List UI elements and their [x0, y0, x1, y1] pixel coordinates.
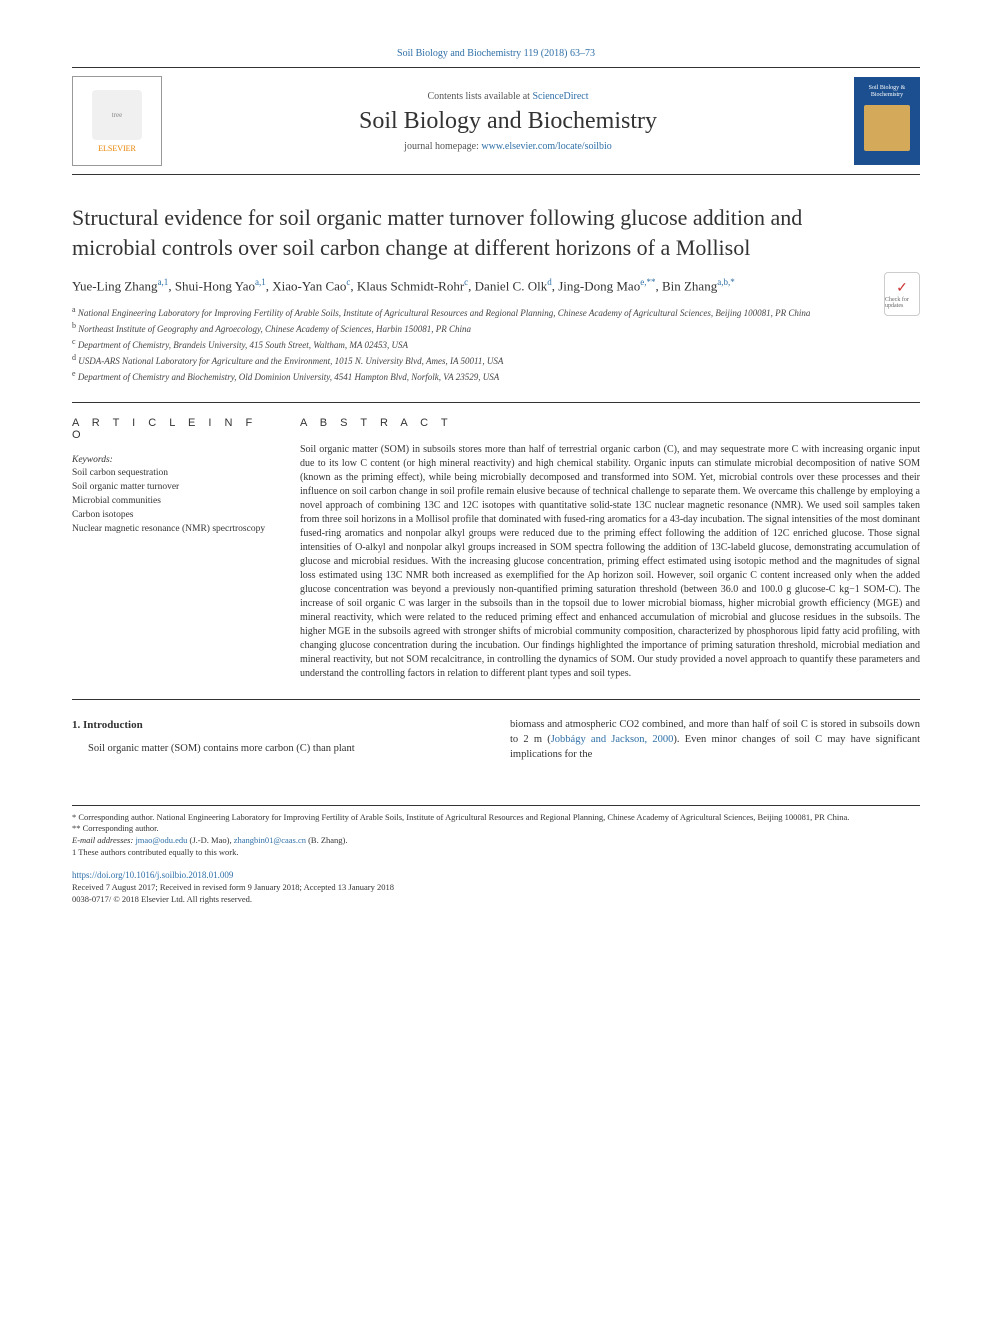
- header-center: Contents lists available at ScienceDirec…: [174, 91, 842, 152]
- equal-contrib: 1 These authors contributed equally to t…: [72, 847, 920, 859]
- keywords-list: Soil carbon sequestrationSoil organic ma…: [72, 467, 272, 536]
- article-info-heading: A R T I C L E I N F O: [72, 417, 272, 441]
- email-1-link[interactable]: jmao@odu.edu: [135, 835, 187, 845]
- email-1-person: (J.-D. Mao),: [187, 835, 233, 845]
- abstract-col: A B S T R A C T Soil organic matter (SOM…: [300, 417, 920, 681]
- body-col-right: biomass and atmospheric CO2 combined, an…: [510, 718, 920, 762]
- corresponding-1: * Corresponding author. National Enginee…: [72, 812, 920, 824]
- keywords-label: Keywords:: [72, 455, 272, 465]
- elsevier-logo: tree ELSEVIER: [72, 76, 162, 166]
- elsevier-tree-icon: tree: [92, 90, 142, 140]
- affiliations: a National Engineering Laboratory for Im…: [72, 304, 920, 384]
- homepage-line: journal homepage: www.elsevier.com/locat…: [174, 141, 842, 152]
- body-para-1: Soil organic matter (SOM) contains more …: [72, 742, 482, 757]
- citation-link[interactable]: Jobbágy and Jackson, 2000: [551, 734, 674, 745]
- check-updates-label: Check for updates: [885, 297, 919, 309]
- section-number: 1.: [72, 719, 80, 731]
- homepage-link[interactable]: www.elsevier.com/locate/soilbio: [481, 141, 611, 152]
- info-abstract-row: A R T I C L E I N F O Keywords: Soil car…: [72, 402, 920, 700]
- copyright-line: 0038-0717/ © 2018 Elsevier Ltd. All righ…: [72, 894, 920, 906]
- cover-image-icon: [864, 105, 910, 151]
- journal-cover-thumb: Soil Biology & Biochemistry: [854, 77, 920, 165]
- body-col-left: 1. Introduction Soil organic matter (SOM…: [72, 718, 482, 762]
- doi-link[interactable]: https://doi.org/10.1016/j.soilbio.2018.0…: [72, 870, 233, 880]
- email-2-person: (B. Zhang).: [306, 835, 348, 845]
- top-citation: Soil Biology and Biochemistry 119 (2018)…: [72, 48, 920, 59]
- check-updates-badge[interactable]: ✓ Check for updates: [884, 272, 920, 316]
- homepage-prefix: journal homepage:: [404, 141, 481, 152]
- section-heading: 1. Introduction: [72, 718, 482, 733]
- email-label: E-mail addresses:: [72, 835, 135, 845]
- author-list: Yue-Ling Zhanga,1, Shui-Hong Yaoa,1, Xia…: [72, 276, 920, 296]
- email-2-link[interactable]: zhangbin01@caas.cn: [234, 835, 306, 845]
- checkmark-icon: ✓: [896, 280, 908, 297]
- received-line: Received 7 August 2017; Received in revi…: [72, 882, 920, 894]
- contents-prefix: Contents lists available at: [427, 91, 532, 102]
- section-title: Introduction: [83, 719, 143, 731]
- body-columns: 1. Introduction Soil organic matter (SOM…: [72, 718, 920, 762]
- cover-title: Soil Biology & Biochemistry: [858, 85, 916, 99]
- abstract-heading: A B S T R A C T: [300, 417, 920, 429]
- journal-header: tree ELSEVIER Contents lists available a…: [72, 67, 920, 175]
- corresponding-2: ** Corresponding author.: [72, 823, 920, 835]
- sciencedirect-link[interactable]: ScienceDirect: [532, 91, 588, 102]
- article-title: Structural evidence for soil organic mat…: [72, 203, 920, 262]
- footnotes: * Corresponding author. National Enginee…: [72, 805, 920, 906]
- journal-name: Soil Biology and Biochemistry: [174, 108, 842, 135]
- article-info-col: A R T I C L E I N F O Keywords: Soil car…: [72, 417, 272, 681]
- email-line: E-mail addresses: jmao@odu.edu (J.-D. Ma…: [72, 835, 920, 847]
- abstract-text: Soil organic matter (SOM) in subsoils st…: [300, 443, 920, 681]
- elsevier-label: ELSEVIER: [98, 144, 136, 153]
- contents-line: Contents lists available at ScienceDirec…: [174, 91, 842, 102]
